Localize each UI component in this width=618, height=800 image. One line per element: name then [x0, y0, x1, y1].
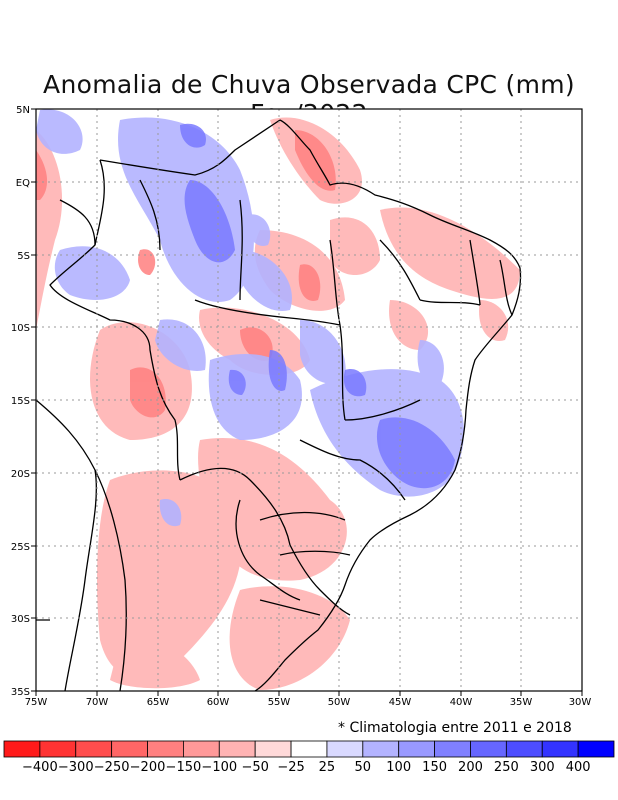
coastline: [36, 119, 522, 691]
colorbar-label: −400: [22, 760, 58, 775]
x-tick-label: 35W: [510, 697, 533, 708]
y-tick-label: 5N: [16, 105, 30, 116]
colorbar-swatch: [398, 740, 435, 758]
x-tick-label: 65W: [147, 697, 170, 708]
colorbar-swatch: [3, 740, 41, 758]
y-tick-label: 30S: [11, 614, 30, 625]
strong-positive-layer: [180, 123, 455, 489]
border-north: [99, 119, 281, 176]
x-tick-label: 70W: [86, 697, 109, 708]
border-andes: [36, 399, 98, 691]
colorbar-swatch: [470, 740, 507, 758]
tick-marks: [31, 108, 583, 696]
colorbar-swatch: [147, 740, 184, 758]
colorbar-swatch: [326, 740, 364, 758]
y-axis-labels: 5N EQ 5S 10S 15S 20S 25S 30S 35S: [11, 105, 30, 698]
x-tick-label: 55W: [268, 697, 291, 708]
y-tick-label: 15S: [11, 396, 30, 407]
colorbar-label: 150: [422, 760, 447, 775]
colorbar-label: 400: [566, 760, 591, 775]
state-lines-3: [259, 511, 351, 616]
border-south: [179, 467, 351, 616]
colorbar-label: 300: [530, 760, 555, 775]
colorbar-swatch: [362, 740, 400, 758]
colorbar-label: 100: [386, 760, 411, 775]
y-tick-label: 20S: [11, 469, 30, 480]
colorbar-swatch: [505, 740, 543, 758]
colorbar-label: −200: [130, 760, 166, 775]
anomaly-field: [36, 109, 522, 691]
y-tick-label: 35S: [11, 687, 30, 698]
colorbar-label: 200: [458, 760, 483, 775]
y-tick-label: 5S: [17, 251, 30, 262]
colorbar-label: −50: [241, 760, 268, 775]
y-tick-label: 10S: [11, 323, 30, 334]
gridlines: [36, 109, 582, 691]
state-lines-1: [194, 199, 346, 421]
colorbar-swatch: [541, 740, 579, 758]
x-tick-label: 45W: [389, 697, 412, 708]
colorbar-label: −100: [201, 760, 237, 775]
colorbar-swatch: [183, 740, 220, 758]
state-lines-4: [59, 179, 513, 316]
boundaries: [36, 119, 522, 691]
colorbar-label: 250: [494, 760, 519, 775]
colorbar-swatch: [75, 740, 113, 758]
x-axis-labels: 75W 70W 65W 60W 55W 50W 45W 40W 35W 30W: [25, 697, 592, 708]
colorbar-swatch: [39, 740, 77, 758]
climatology-note: * Climatologia entre 2011 e 2018: [338, 720, 572, 736]
x-tick-label: 50W: [328, 697, 351, 708]
colorbar-swatch: [577, 740, 615, 758]
x-tick-label: 30W: [569, 697, 592, 708]
colorbar-label: −300: [58, 760, 94, 775]
colorbar-swatch: [111, 740, 148, 758]
colorbar-swatch: [434, 740, 471, 758]
y-tick-label: 25S: [11, 542, 30, 553]
x-tick-label: 75W: [25, 697, 48, 708]
border-south-2: [235, 499, 301, 601]
colorbar-label: 50: [355, 760, 372, 775]
colorbar-label: 25: [319, 760, 336, 775]
y-tick-label: EQ: [16, 178, 30, 189]
colorbar-label: −25: [277, 760, 304, 775]
colorbar-labels: −400 −300 −250 −200 −150 −100 −50 −25 25 50 100 150…: [22, 760, 591, 775]
x-tick-label: 40W: [450, 697, 473, 708]
x-tick-label: 60W: [207, 697, 230, 708]
colorbar-swatch: [218, 740, 256, 758]
colorbar-swatch: [290, 740, 328, 758]
colorbar-swatch: [254, 740, 292, 758]
state-lines-2: [299, 239, 481, 501]
colorbar: [3, 740, 615, 758]
colorbar-label: −250: [94, 760, 130, 775]
colorbar-label: −150: [166, 760, 202, 775]
border-chile: [94, 469, 127, 691]
